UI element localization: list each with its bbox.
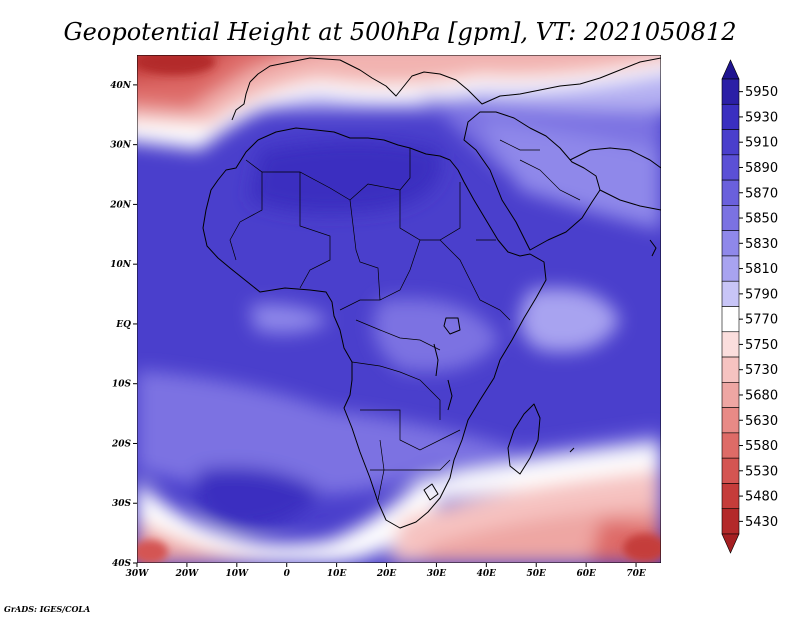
- lake-victoria: [443, 317, 461, 335]
- colorbar-swatch: [721, 306, 740, 333]
- colorbar-label: 5480: [745, 490, 778, 505]
- colorbar-label: 5730: [745, 363, 778, 378]
- colorbar-label: 5810: [745, 262, 778, 277]
- colorbar-swatch: [721, 280, 740, 307]
- colorbar: 5950 5930 5910 5890 5870 5850 5830 5810 5790 5770…: [721, 59, 778, 554]
- colorbar-label: 5930: [745, 110, 778, 125]
- x-tick-label: 30W: [126, 569, 150, 579]
- madagascar-coastline: [507, 403, 541, 475]
- europe-coastline: [249, 57, 661, 105]
- map-plot-area: [137, 55, 661, 563]
- colorbar-bottom-arrow: [721, 533, 740, 554]
- x-tick-label: 70E: [626, 569, 646, 579]
- x-tick-label: 10W: [225, 569, 249, 579]
- map-title: Geopotential Height at 500hPa [gpm], VT:…: [64, 18, 737, 46]
- colorbar-swatch: [721, 154, 740, 181]
- height-field-shading: [137, 55, 661, 563]
- colorbar-swatch: [721, 382, 740, 408]
- y-axis: 40N 30N 20N 10N EQ 10S 20S 30S 40S: [109, 81, 137, 569]
- colorbar-label: 5680: [745, 388, 778, 403]
- colorbar-swatch: [721, 432, 740, 459]
- y-tick-label: 30N: [110, 141, 132, 151]
- colorbar-swatch: [721, 508, 740, 535]
- coastlines: [202, 57, 661, 529]
- y-tick-label: 10S: [112, 380, 132, 390]
- y-tick-label: 20S: [111, 439, 132, 449]
- colorbar-swatch: [721, 457, 740, 484]
- colorbar-label: 5430: [745, 515, 778, 530]
- colorbar-top-arrow: [721, 59, 740, 80]
- x-tick-label: 20E: [376, 569, 397, 579]
- colorbar-label: 5750: [745, 338, 778, 353]
- colorbar-swatch: [721, 205, 740, 231]
- colorbar-label: 5770: [745, 313, 778, 328]
- y-tick-label: 10N: [110, 260, 132, 270]
- colorbar-label: 5830: [745, 237, 778, 252]
- colorbar-swatch: [721, 483, 740, 510]
- x-axis: 30W 20W 10W 0 10E 20E 30E 40E 50E 60E 70E: [126, 563, 646, 579]
- y-tick-label: 40S: [112, 559, 132, 569]
- colorbar-swatch: [721, 407, 740, 434]
- colorbar-swatch: [721, 179, 740, 206]
- y-tick-label: 20N: [109, 200, 132, 210]
- colorbar-swatch: [721, 230, 740, 257]
- colorbar-swatch: [721, 356, 740, 383]
- colorbar-label: 5910: [745, 136, 778, 151]
- colorbar-label: 5850: [745, 212, 778, 227]
- colorbar-label: 5790: [745, 287, 778, 302]
- x-tick-label: 10E: [327, 569, 347, 579]
- y-tick-label: 30S: [112, 499, 132, 509]
- colorbar-label: 5630: [745, 414, 778, 429]
- country-borders: [229, 139, 581, 501]
- colorbar-label: 5950: [745, 85, 778, 100]
- colorbar-swatch: [721, 255, 740, 282]
- colorbar-label: 5870: [745, 186, 778, 201]
- grads-credit: GrADS: IGES/COLA: [4, 604, 90, 614]
- x-tick-label: 20W: [175, 569, 200, 579]
- colorbar-label: 5530: [745, 464, 778, 479]
- y-tick-label: 40N: [110, 81, 132, 91]
- colorbar-swatch: [721, 78, 740, 105]
- colorbar-label: 5580: [745, 439, 778, 454]
- colorbar-swatch: [721, 103, 740, 130]
- x-tick-label: 40E: [477, 569, 497, 579]
- x-tick-label: 0: [284, 569, 291, 579]
- y-tick-label: EQ: [115, 320, 131, 330]
- colorbar-swatch: [721, 331, 740, 358]
- x-tick-label: 50E: [527, 569, 547, 579]
- x-tick-label: 60E: [576, 569, 596, 579]
- arabia-coastline: [463, 111, 601, 251]
- africa-coastline: [202, 127, 547, 529]
- colorbar-swatch: [721, 129, 740, 156]
- x-tick-label: 30E: [427, 569, 447, 579]
- colorbar-label: 5890: [745, 161, 778, 176]
